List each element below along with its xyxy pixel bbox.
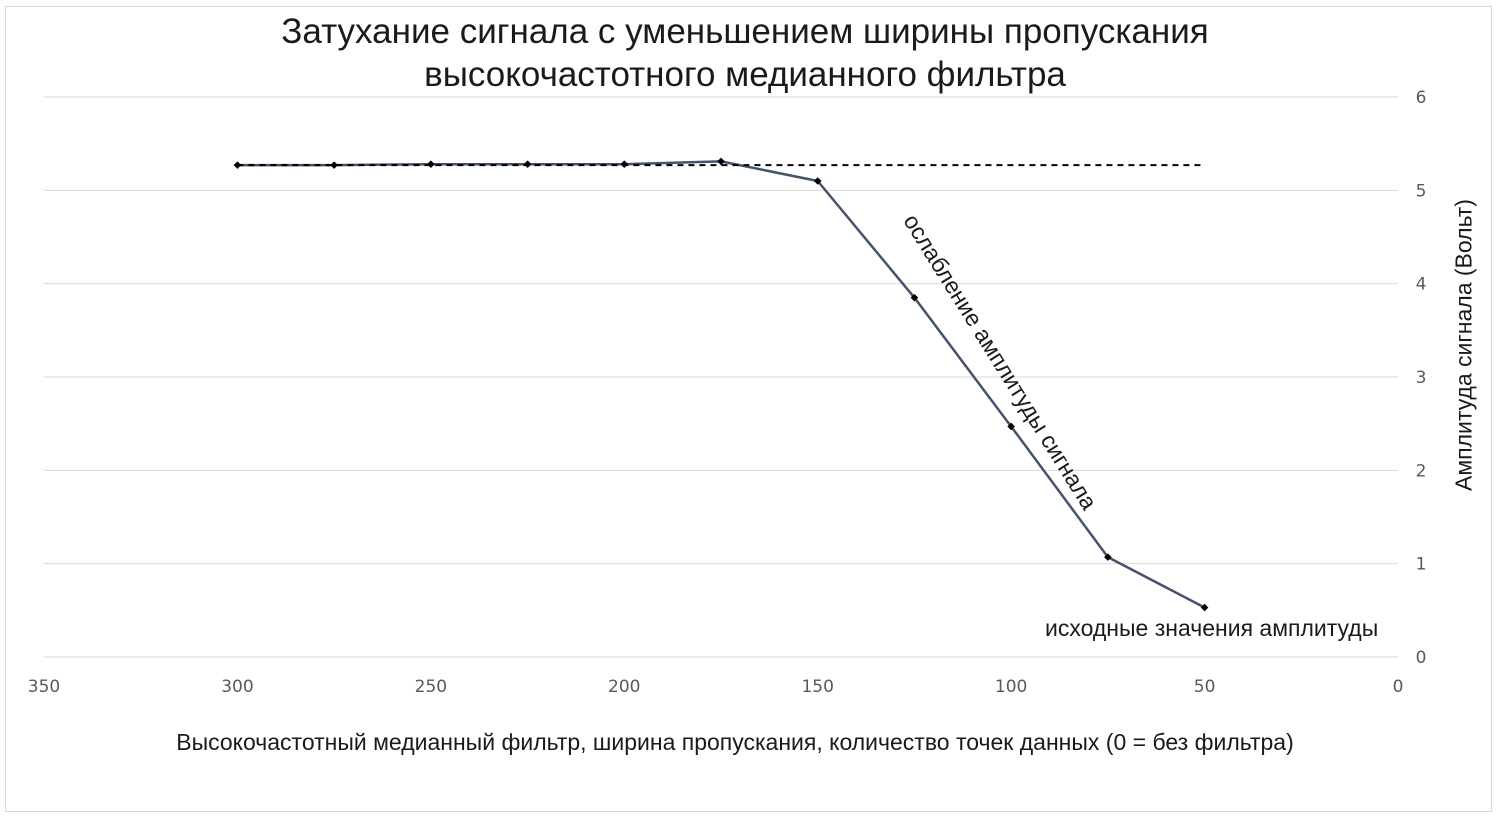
x-tick-label: 150	[801, 677, 833, 697]
x-tick-label: 50	[1194, 677, 1216, 697]
x-tick-label: 200	[608, 677, 640, 697]
data-point	[910, 293, 919, 302]
x-tick-label: 250	[415, 677, 447, 697]
x-axis-label: Высокочастотный медианный фильтр, ширина…	[176, 729, 1294, 755]
y-tick-label: 0	[1416, 648, 1427, 668]
y-axis-label: Амплитуда сигнала (Вольт)	[1450, 199, 1477, 491]
data-point	[1104, 553, 1112, 561]
y-tick-label: 5	[1416, 181, 1427, 201]
series-line	[237, 160, 1206, 609]
x-axis-ticks: 350 300 250 200 150 100 50 0	[28, 677, 1404, 697]
x-tick-label: 350	[28, 677, 60, 697]
data-point	[330, 161, 338, 169]
chart-title-line-2: высокочастотного медианного фильтра	[424, 55, 1066, 94]
y-tick-label: 4	[1416, 275, 1427, 295]
data-point	[813, 177, 822, 185]
y-tick-label: 6	[1416, 88, 1427, 108]
series-layer	[233, 157, 1209, 612]
gridlines	[44, 96, 1398, 658]
x-tick-label: 0	[1393, 677, 1404, 697]
y-axis-ticks: 0 1 2 3 4 5 6	[1416, 88, 1427, 668]
data-point	[427, 160, 435, 168]
data-point	[717, 157, 725, 166]
x-tick-label: 300	[221, 677, 253, 697]
y-tick-label: 3	[1416, 368, 1427, 388]
data-point	[1007, 422, 1015, 431]
chart-frame	[5, 6, 1492, 812]
chart-title-line-1: Затухание сигнала с уменьшением ширины п…	[281, 12, 1209, 51]
x-tick-label: 100	[995, 677, 1027, 697]
data-point	[1200, 603, 1209, 612]
y-tick-label: 1	[1416, 555, 1427, 575]
y-tick-label: 2	[1416, 461, 1427, 481]
annotation-baseline: исходные значения амплитуды	[1045, 615, 1379, 641]
